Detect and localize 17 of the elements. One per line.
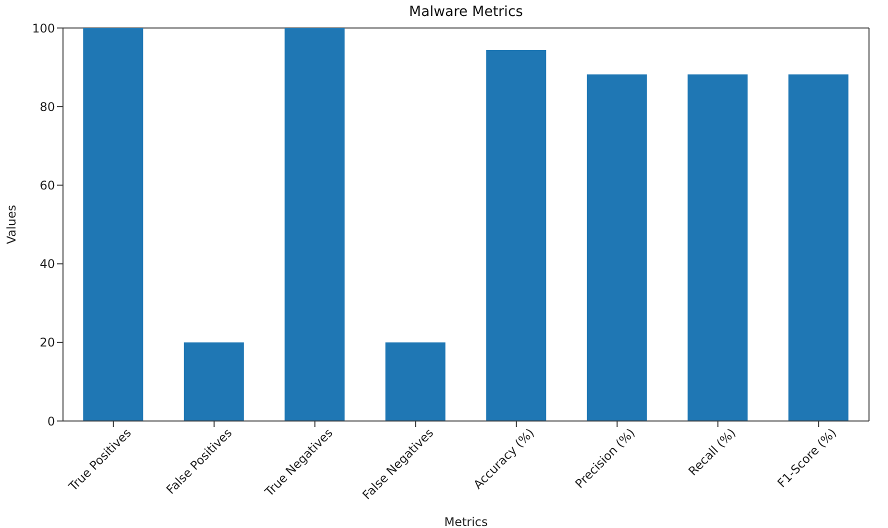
bar <box>184 342 244 421</box>
bar <box>83 28 144 421</box>
bar <box>788 74 848 421</box>
y-tick-label: 40 <box>40 257 55 272</box>
y-tick-label: 80 <box>40 100 55 114</box>
y-tick-label: 100 <box>32 21 55 36</box>
y-axis-title: Values <box>4 204 18 244</box>
y-tick-label: 20 <box>40 336 55 350</box>
chart-title: Malware Metrics <box>408 4 524 20</box>
bar <box>385 342 446 421</box>
bar <box>284 28 345 421</box>
bar <box>586 74 647 421</box>
y-tick-label: 0 <box>47 414 55 428</box>
bar <box>688 74 748 421</box>
x-axis-title: Metrics <box>444 515 488 528</box>
y-tick-label: 60 <box>40 178 55 192</box>
bar <box>486 50 546 421</box>
